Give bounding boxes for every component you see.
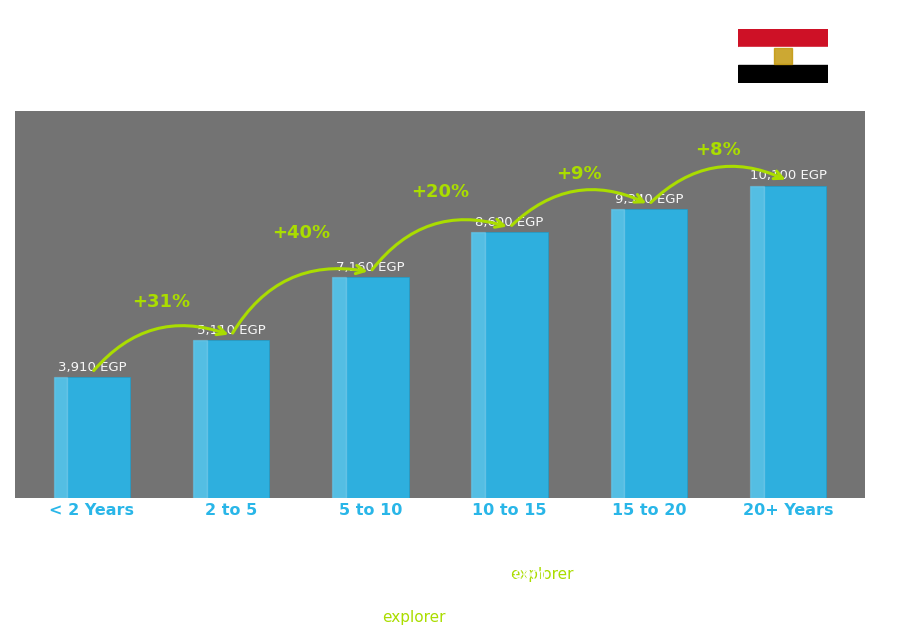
- Bar: [54, 378, 130, 499]
- Bar: [738, 29, 828, 47]
- Bar: [750, 185, 826, 499]
- Text: explorer: explorer: [509, 567, 573, 581]
- Text: +40%: +40%: [272, 224, 329, 242]
- Text: 3,910 EGP: 3,910 EGP: [58, 362, 126, 374]
- Text: 8,600 EGP: 8,600 EGP: [475, 216, 544, 229]
- Bar: [738, 47, 828, 65]
- Bar: [472, 232, 485, 499]
- Bar: [610, 209, 625, 499]
- Text: salary: salary: [330, 610, 382, 625]
- Text: 5,110 EGP: 5,110 EGP: [197, 324, 266, 337]
- Text: +9%: +9%: [556, 165, 602, 183]
- Bar: [54, 378, 68, 499]
- Text: 10,100 EGP: 10,100 EGP: [750, 169, 826, 183]
- Bar: [472, 232, 548, 499]
- Text: explorer: explorer: [382, 610, 446, 625]
- Bar: [193, 340, 207, 499]
- Text: Average Monthly Salary: Average Monthly Salary: [874, 235, 886, 375]
- Text: .com: .com: [482, 610, 519, 625]
- Bar: [193, 340, 269, 499]
- Text: .com: .com: [509, 567, 547, 581]
- Text: +8%: +8%: [696, 141, 742, 159]
- Bar: [738, 65, 828, 83]
- Text: +31%: +31%: [132, 293, 191, 311]
- Text: 9,340 EGP: 9,340 EGP: [615, 193, 683, 206]
- Bar: [750, 185, 763, 499]
- Text: Laboratory Technician: Laboratory Technician: [36, 83, 266, 103]
- Text: Salary Comparison By Experience: Salary Comparison By Experience: [36, 32, 612, 61]
- Text: salary: salary: [457, 567, 509, 581]
- Bar: [332, 277, 346, 499]
- Text: +20%: +20%: [411, 183, 469, 201]
- Text: 7,160 EGP: 7,160 EGP: [336, 260, 405, 274]
- Bar: [774, 49, 792, 63]
- Bar: [610, 209, 688, 499]
- Bar: [332, 277, 409, 499]
